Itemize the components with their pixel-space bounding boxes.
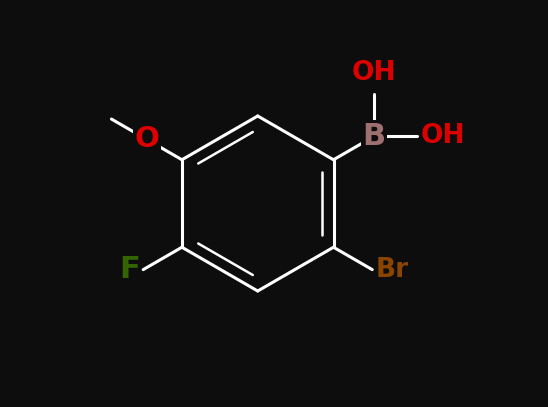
Text: OH: OH [421,123,465,149]
Text: Br: Br [375,257,409,282]
Text: OH: OH [352,60,396,86]
Text: B: B [362,122,386,151]
Text: F: F [119,255,140,284]
Text: O: O [134,125,159,153]
